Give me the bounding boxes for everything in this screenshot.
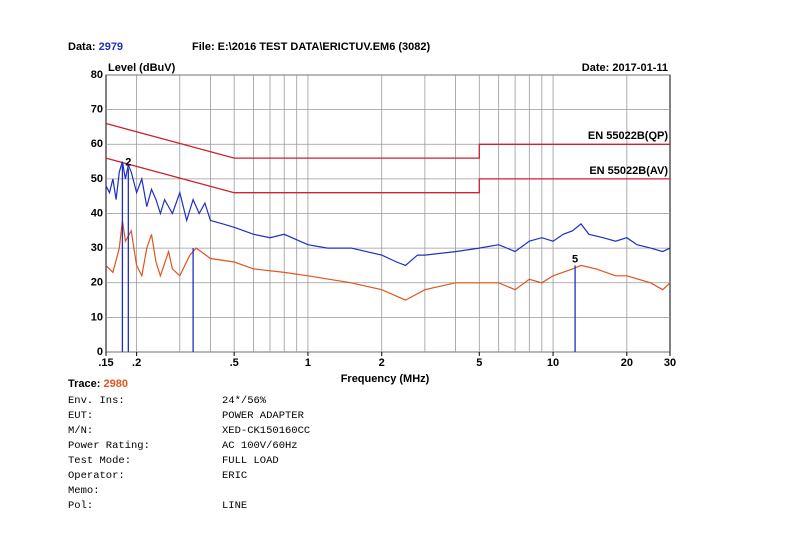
info-label: Test Mode: bbox=[68, 455, 131, 467]
y-tick-label: 50 bbox=[91, 173, 103, 185]
x-tick-label: .15 bbox=[98, 357, 113, 369]
info-label: Env. Ins: bbox=[68, 395, 125, 407]
date: Date: 2017-01-11 bbox=[582, 62, 668, 74]
y-tick-label: 30 bbox=[91, 242, 103, 254]
info-value: XED-CK150160CC bbox=[222, 425, 310, 437]
data-header: Data: 2979 bbox=[68, 41, 123, 53]
y-axis-label: Level (dBuV) bbox=[108, 62, 176, 74]
marker-label: 2 bbox=[125, 156, 131, 168]
info-value: AC 100V/60Hz bbox=[222, 440, 298, 452]
limit-label: EN 55022B(AV) bbox=[589, 165, 668, 177]
x-tick-label: 20 bbox=[621, 357, 633, 369]
series-line bbox=[105, 122, 670, 159]
x-tick-label: 2 bbox=[379, 357, 385, 369]
info-label: Pol: bbox=[68, 500, 93, 512]
info-label: M/N: bbox=[68, 425, 93, 437]
data-number: 2979 bbox=[99, 41, 123, 53]
file-name: File: E:\2016 TEST DATA\ERICTUV.EM6 (308… bbox=[192, 41, 431, 53]
series-line bbox=[105, 161, 671, 267]
x-axis-label: Frequency (MHz) bbox=[341, 373, 430, 385]
y-tick-label: 20 bbox=[91, 277, 103, 289]
info-label: EUT: bbox=[68, 410, 93, 422]
info-label: Operator: bbox=[68, 470, 125, 482]
info-value: ERIC bbox=[222, 470, 247, 482]
y-tick-label: 40 bbox=[91, 207, 103, 219]
x-tick-label: .2 bbox=[132, 357, 141, 369]
trace-number: 2980 bbox=[103, 378, 127, 390]
y-tick-label: 10 bbox=[91, 311, 103, 323]
trace-header: Trace: 2980 bbox=[68, 378, 128, 390]
info-label: Memo: bbox=[68, 485, 100, 497]
x-tick-label: .5 bbox=[230, 357, 239, 369]
marker-label: 5 bbox=[572, 253, 578, 265]
y-tick-label: 70 bbox=[91, 104, 103, 116]
y-tick-label: 60 bbox=[91, 138, 103, 150]
data-label: Data: bbox=[68, 41, 96, 53]
x-tick-label: 10 bbox=[547, 357, 559, 369]
x-tick-label: 1 bbox=[305, 357, 311, 369]
x-tick-label: 5 bbox=[476, 357, 482, 369]
y-tick-label: 0 bbox=[97, 346, 103, 358]
y-tick-label: 80 bbox=[91, 69, 103, 81]
series-line bbox=[105, 157, 670, 194]
info-value: 24*/56% bbox=[222, 395, 267, 407]
x-tick-label: 30 bbox=[664, 357, 676, 369]
info-value: LINE bbox=[222, 500, 247, 512]
trace-label: Trace: bbox=[68, 378, 100, 390]
info-value: FULL LOAD bbox=[222, 455, 279, 467]
info-label: Power Rating: bbox=[68, 440, 150, 452]
info-value: POWER ADAPTER bbox=[222, 410, 305, 422]
limit-label: EN 55022B(QP) bbox=[588, 130, 668, 142]
